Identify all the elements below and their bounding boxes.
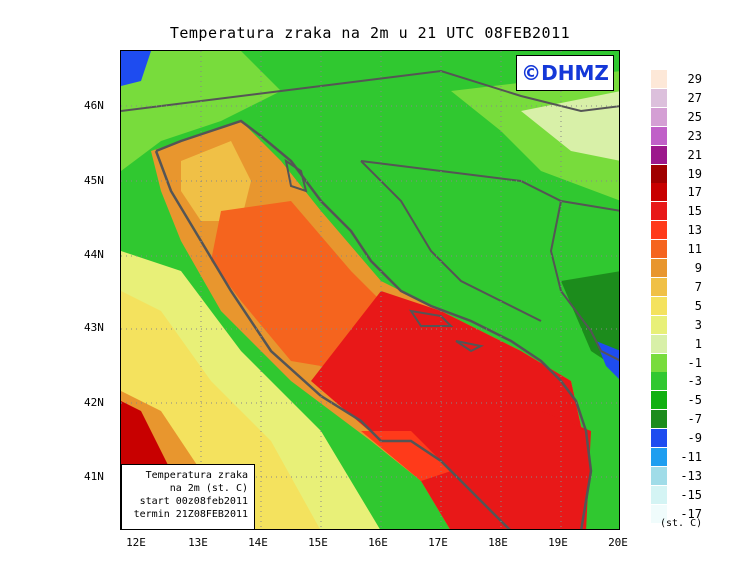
legend-swatch: [651, 353, 667, 372]
border-north: [121, 69, 619, 113]
lon-label-19e: 19E: [548, 536, 568, 549]
map-area: [120, 50, 620, 530]
legend-label: 11: [687, 242, 702, 257]
legend-swatch: [651, 70, 667, 88]
legend-label: -7: [687, 412, 702, 427]
border-bosnia: [360, 160, 542, 322]
land-very-cold-corner: [121, 51, 151, 86]
legend-swatch: [651, 183, 667, 202]
lat-label-41n: 41N: [84, 470, 104, 483]
legend-label: -11: [680, 450, 702, 464]
border-serbia: [549, 200, 619, 362]
legend-swatch: [651, 259, 667, 277]
lat-label-44n: 44N: [84, 248, 104, 261]
temperature-map: [121, 51, 619, 529]
legend-swatch: [651, 164, 667, 183]
legend-label: 13: [687, 223, 702, 238]
legend-swatch: [651, 466, 667, 485]
legend-swatch: [651, 485, 667, 504]
legend-swatch: [651, 410, 667, 429]
legend-label: 25: [687, 109, 702, 124]
legend-label: -9: [687, 431, 702, 446]
legend-label: -1: [687, 355, 702, 370]
legend-label: 7: [694, 279, 702, 294]
legend-label: 3: [694, 317, 702, 332]
lat-label-42n: 42N: [84, 396, 104, 409]
legend-label: 23: [687, 128, 702, 143]
legend-swatch: [651, 145, 667, 164]
legend-label: 9: [694, 261, 702, 275]
legend-label: 17: [687, 185, 702, 200]
legend-label: 27: [687, 90, 702, 105]
lon-label-13e: 13E: [188, 536, 208, 549]
legend-label: -5: [687, 393, 702, 408]
lon-label-18e: 18E: [488, 536, 508, 549]
map-title: Temperatura zraka na 2m u 21 UTC 08FEB20…: [169, 24, 571, 42]
legend-swatch: [651, 202, 667, 221]
lon-label-16e: 16E: [368, 536, 388, 549]
info-box: Temperatura zraka na 2m (st. C) start 00…: [121, 464, 255, 530]
legend-swatch: [651, 277, 667, 296]
lon-label-14e: 14E: [248, 536, 268, 549]
legend-swatch: [651, 107, 667, 126]
island-krk: [284, 158, 308, 193]
lon-label-12e: 12E: [126, 536, 146, 549]
legend-swatch: [651, 391, 667, 410]
legend-swatch: [651, 240, 667, 259]
legend-label: 1: [694, 336, 702, 351]
legend-label: 19: [687, 166, 702, 181]
lon-label-20e: 20E: [608, 536, 628, 549]
legend-swatch: [651, 504, 667, 523]
adriatic-sea-middle: [211, 201, 381, 371]
legend-label: -3: [687, 374, 702, 389]
island-brac: [408, 309, 454, 327]
legend-unit: (st. C): [660, 518, 703, 529]
island-mljet: [455, 340, 485, 353]
legend-label: 15: [687, 204, 702, 219]
legend-label: -17: [680, 506, 702, 521]
graticule: [121, 51, 619, 529]
legend-swatch: [651, 372, 667, 391]
info-line-4: termin 21Z08FEB2011: [133, 509, 248, 520]
lat-label-46n: 46N: [84, 99, 104, 112]
coastline-east: [155, 119, 593, 529]
info-line-1: Temperatura zraka: [145, 470, 248, 481]
adriatic-sea-south: [311, 291, 591, 529]
ionian-sea: [541, 411, 591, 529]
lat-label-45n: 45N: [84, 174, 104, 187]
info-line-3: start 00z08feb2011: [139, 496, 248, 507]
lat-label-43n: 43N: [84, 321, 104, 334]
legend-swatch: [651, 334, 667, 353]
legend-swatch: [651, 88, 667, 107]
legend-label: -13: [680, 468, 702, 483]
lon-label-15e: 15E: [308, 536, 328, 549]
legend-swatch: [651, 221, 667, 240]
dhmz-logo: ©DHMZ: [516, 55, 614, 91]
legend-swatch: [651, 448, 667, 466]
legend-label: 29: [687, 72, 702, 86]
info-line-2: na 2m (st. C): [169, 483, 248, 494]
legend-label: -15: [680, 487, 702, 502]
legend-swatch: [651, 296, 667, 315]
legend-swatch: [651, 315, 667, 334]
legend-swatch: [651, 429, 667, 448]
sea-orange-red: [361, 431, 451, 481]
legend-swatch: [651, 126, 667, 145]
legend-label: 21: [687, 147, 702, 162]
lon-label-17e: 17E: [428, 536, 448, 549]
legend-label: 5: [694, 298, 702, 313]
